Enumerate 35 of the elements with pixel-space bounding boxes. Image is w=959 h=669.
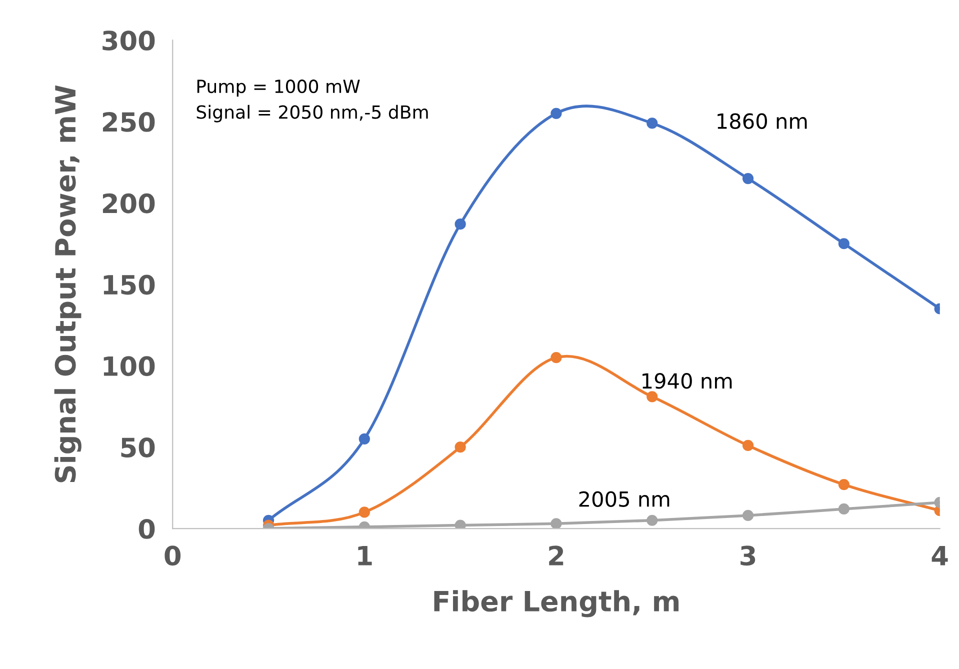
x-tick-label: 0 [164,546,181,566]
x-axis-title: Fiber Length, m [434,590,679,618]
y-tick-label: 200 [102,193,155,214]
point [838,503,850,515]
point [454,442,466,453]
point [358,433,370,445]
point [646,118,658,129]
point [454,520,466,529]
series-label: 1940 nm [642,373,732,389]
point [454,218,466,230]
x-tick-label: 3 [740,546,756,566]
point [550,108,562,119]
point [550,352,562,364]
x-tick-label: 4 [932,546,948,566]
point [358,506,370,518]
y-tick-label: 300 [102,30,155,51]
point [838,479,850,490]
point [742,440,754,452]
point [742,172,754,184]
y-tick-label: 150 [104,274,155,295]
y-tick-label: 250 [102,112,155,132]
series-label: 1860 nm [718,113,807,129]
x-tick-label: 1 [358,546,372,566]
y-tick-label: 50 [121,438,155,458]
point [646,391,658,402]
point [550,518,562,529]
y-axis-title: Signal Output Power, mW [54,85,82,482]
y-tick-label: 100 [104,356,155,376]
annotation: Pump = 1000 mW Signal = 2050 nm,-5 dBm [196,80,428,122]
point [742,510,754,522]
x-tick-label: 2 [549,546,564,566]
point [646,514,658,526]
point [838,238,850,250]
series-label: 2005 nm [579,491,670,507]
y-tick-label: 0 [138,518,155,539]
